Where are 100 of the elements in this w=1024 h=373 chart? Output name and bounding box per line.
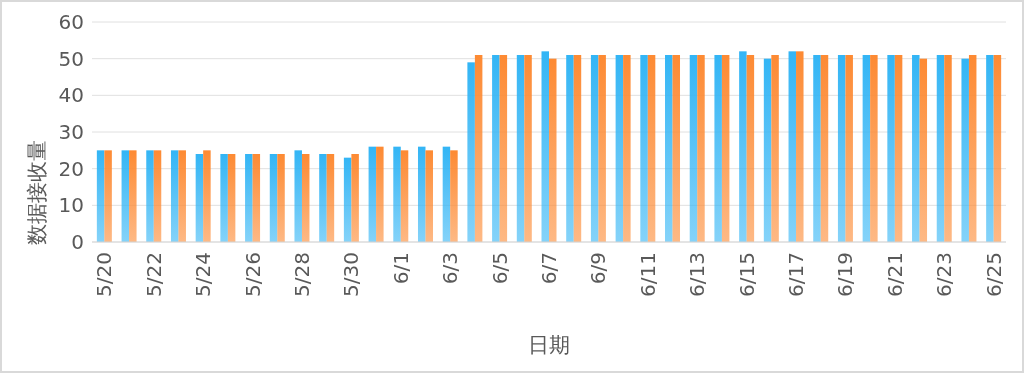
x-tick-label: 6/17 bbox=[784, 252, 809, 297]
bar bbox=[968, 55, 977, 242]
bar bbox=[121, 150, 130, 242]
bar bbox=[912, 55, 920, 242]
y-tick-label: 60 bbox=[58, 10, 84, 34]
bar bbox=[894, 55, 903, 242]
bar bbox=[301, 154, 310, 242]
bar bbox=[590, 55, 599, 242]
x-tick-label: 5/24 bbox=[191, 252, 216, 297]
x-tick-label: 6/23 bbox=[932, 252, 957, 297]
bar bbox=[837, 55, 846, 242]
bar bbox=[541, 51, 549, 242]
bar bbox=[393, 146, 401, 242]
x-tick-label: 5/28 bbox=[289, 252, 314, 297]
bar bbox=[467, 62, 475, 242]
bar bbox=[252, 154, 261, 242]
bar bbox=[615, 55, 624, 242]
x-tick-label: 6/15 bbox=[734, 252, 759, 297]
bar bbox=[376, 146, 384, 242]
bar bbox=[721, 55, 730, 242]
bar bbox=[474, 55, 483, 242]
bar bbox=[993, 55, 1002, 242]
bar bbox=[178, 150, 186, 242]
bar bbox=[845, 55, 853, 242]
bar bbox=[400, 150, 409, 242]
bar bbox=[203, 150, 211, 242]
bar bbox=[492, 55, 500, 242]
x-tick-label: 6/19 bbox=[833, 252, 858, 297]
bar bbox=[319, 154, 327, 242]
bar bbox=[788, 51, 797, 242]
bar bbox=[936, 55, 945, 242]
bar bbox=[104, 150, 112, 242]
bar bbox=[862, 55, 871, 242]
x-tick-label: 6/11 bbox=[635, 252, 660, 297]
bar bbox=[425, 150, 433, 242]
bar bbox=[665, 55, 673, 242]
bar bbox=[672, 55, 681, 242]
x-tick-label: 6/1 bbox=[388, 252, 413, 285]
bar bbox=[820, 55, 829, 242]
x-tick-label: 6/25 bbox=[981, 252, 1006, 297]
bar bbox=[170, 150, 179, 242]
y-tick-label: 10 bbox=[58, 193, 84, 218]
bar bbox=[961, 58, 969, 242]
bar bbox=[245, 154, 253, 242]
x-tick-label: 6/9 bbox=[586, 252, 611, 285]
y-tick-label: 50 bbox=[58, 46, 84, 71]
bar bbox=[326, 154, 335, 242]
y-tick-label: 20 bbox=[58, 156, 84, 181]
x-axis-title: 日期 bbox=[528, 333, 570, 357]
bar bbox=[294, 150, 302, 242]
bar bbox=[277, 154, 285, 242]
bar bbox=[146, 150, 154, 242]
bar bbox=[220, 154, 228, 242]
bar bbox=[566, 55, 574, 242]
bar bbox=[269, 154, 278, 242]
x-tick-label: 6/7 bbox=[537, 252, 561, 285]
bar bbox=[919, 58, 928, 242]
bar bbox=[524, 55, 532, 242]
bar bbox=[573, 55, 582, 242]
x-tick-label: 6/21 bbox=[882, 252, 907, 297]
x-tick-label: 5/20 bbox=[92, 252, 117, 297]
bar bbox=[697, 55, 705, 242]
bar bbox=[450, 150, 458, 242]
x-tick-label: 6/13 bbox=[685, 252, 710, 297]
bar bbox=[887, 55, 895, 242]
bar bbox=[647, 55, 656, 242]
y-axis-title: 数据接收量 bbox=[25, 139, 49, 245]
bar bbox=[746, 55, 755, 242]
bar bbox=[623, 55, 631, 242]
bar bbox=[368, 146, 377, 242]
bar bbox=[129, 150, 137, 242]
x-tick-label: 6/5 bbox=[487, 252, 512, 285]
y-tick-label: 0 bbox=[71, 230, 84, 254]
bar bbox=[739, 51, 747, 242]
bar bbox=[640, 55, 648, 242]
bar bbox=[986, 55, 994, 242]
bar bbox=[96, 150, 105, 242]
bar bbox=[598, 55, 606, 242]
bar bbox=[227, 154, 236, 242]
bar bbox=[796, 51, 804, 242]
bar bbox=[771, 55, 779, 242]
bar bbox=[516, 55, 525, 242]
bar bbox=[549, 58, 557, 242]
bar bbox=[689, 55, 698, 242]
bar bbox=[813, 55, 821, 242]
bar bbox=[351, 154, 359, 242]
x-tick-label: 5/22 bbox=[141, 252, 166, 297]
bar bbox=[343, 157, 352, 242]
x-tick-label: 5/30 bbox=[339, 252, 364, 297]
bar bbox=[944, 55, 952, 242]
x-tick-label: 6/3 bbox=[438, 252, 463, 285]
bar bbox=[417, 146, 426, 242]
bar bbox=[763, 58, 772, 242]
bar bbox=[153, 150, 162, 242]
bar bbox=[442, 146, 451, 242]
bar bbox=[195, 154, 204, 242]
y-tick-label: 40 bbox=[58, 83, 84, 108]
x-tick-label: 5/26 bbox=[240, 252, 265, 297]
bar bbox=[714, 55, 722, 242]
bar bbox=[870, 55, 878, 242]
